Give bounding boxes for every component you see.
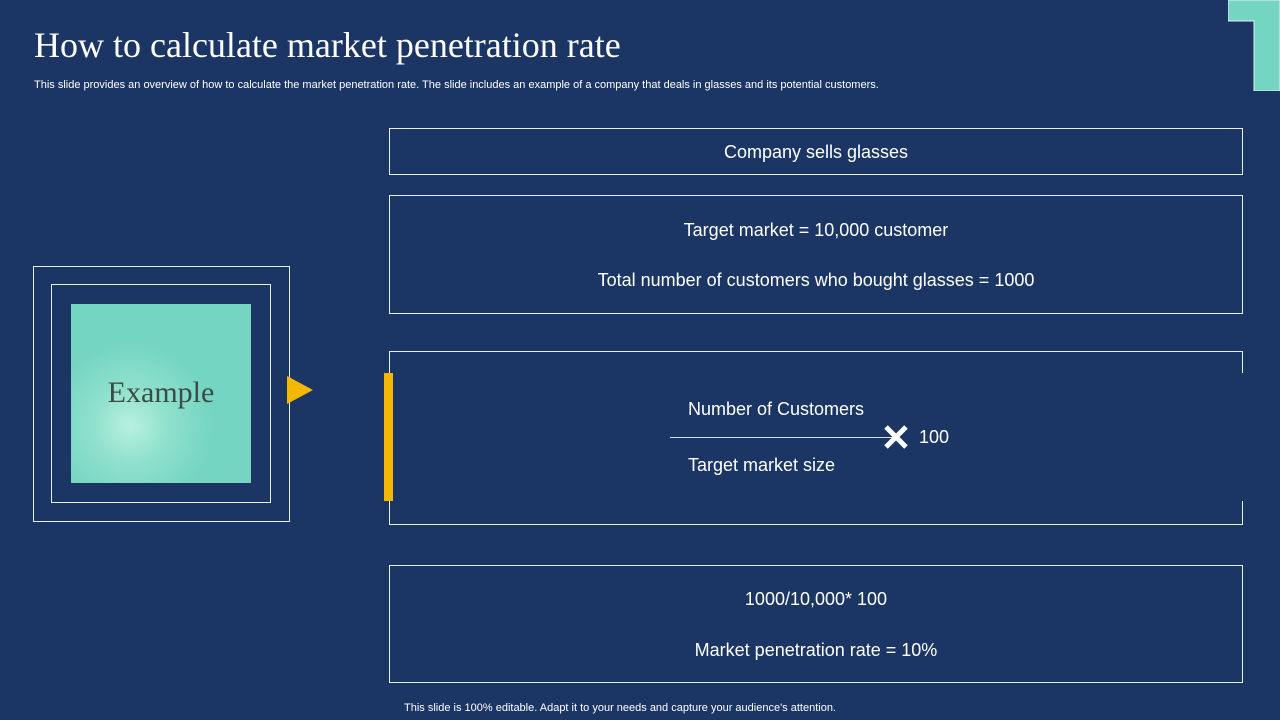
example-inner-frame <box>51 284 271 503</box>
fraction-line <box>670 437 892 438</box>
market-info-box: Target market = 10,000 customer Total nu… <box>389 195 1243 314</box>
formula-box-gap <box>1238 373 1248 501</box>
formula-box <box>389 351 1243 525</box>
example-label: Example <box>107 376 215 409</box>
result-box: 1000/10,000* 100 Market penetration rate… <box>389 565 1243 683</box>
formula-numerator: Number of Customers <box>688 399 865 419</box>
arrow-right-icon <box>287 376 313 404</box>
company-box: Company sells glasses <box>389 128 1243 175</box>
slide-subtitle: This slide provides an overview of how t… <box>34 79 879 91</box>
target-market-text: Target market = 10,000 customer <box>683 220 949 240</box>
calculation-text: 1000/10,000* 100 <box>744 589 888 609</box>
example-square: Example <box>71 304 251 483</box>
total-customers-text: Total number of customers who bought gla… <box>597 270 1035 290</box>
corner-decoration <box>1228 0 1280 91</box>
footer-note: This slide is 100% editable. Adapt it to… <box>404 702 836 714</box>
multiply-icon <box>884 425 908 449</box>
company-text: Company sells glasses <box>723 142 909 162</box>
formula-multiplier: 100 <box>919 427 950 447</box>
result-text: Market penetration rate = 10% <box>694 640 938 660</box>
formula-accent-bar <box>384 373 393 501</box>
formula-denominator: Target market size <box>688 455 836 475</box>
slide-title: How to calculate market penetration rate <box>34 25 621 65</box>
